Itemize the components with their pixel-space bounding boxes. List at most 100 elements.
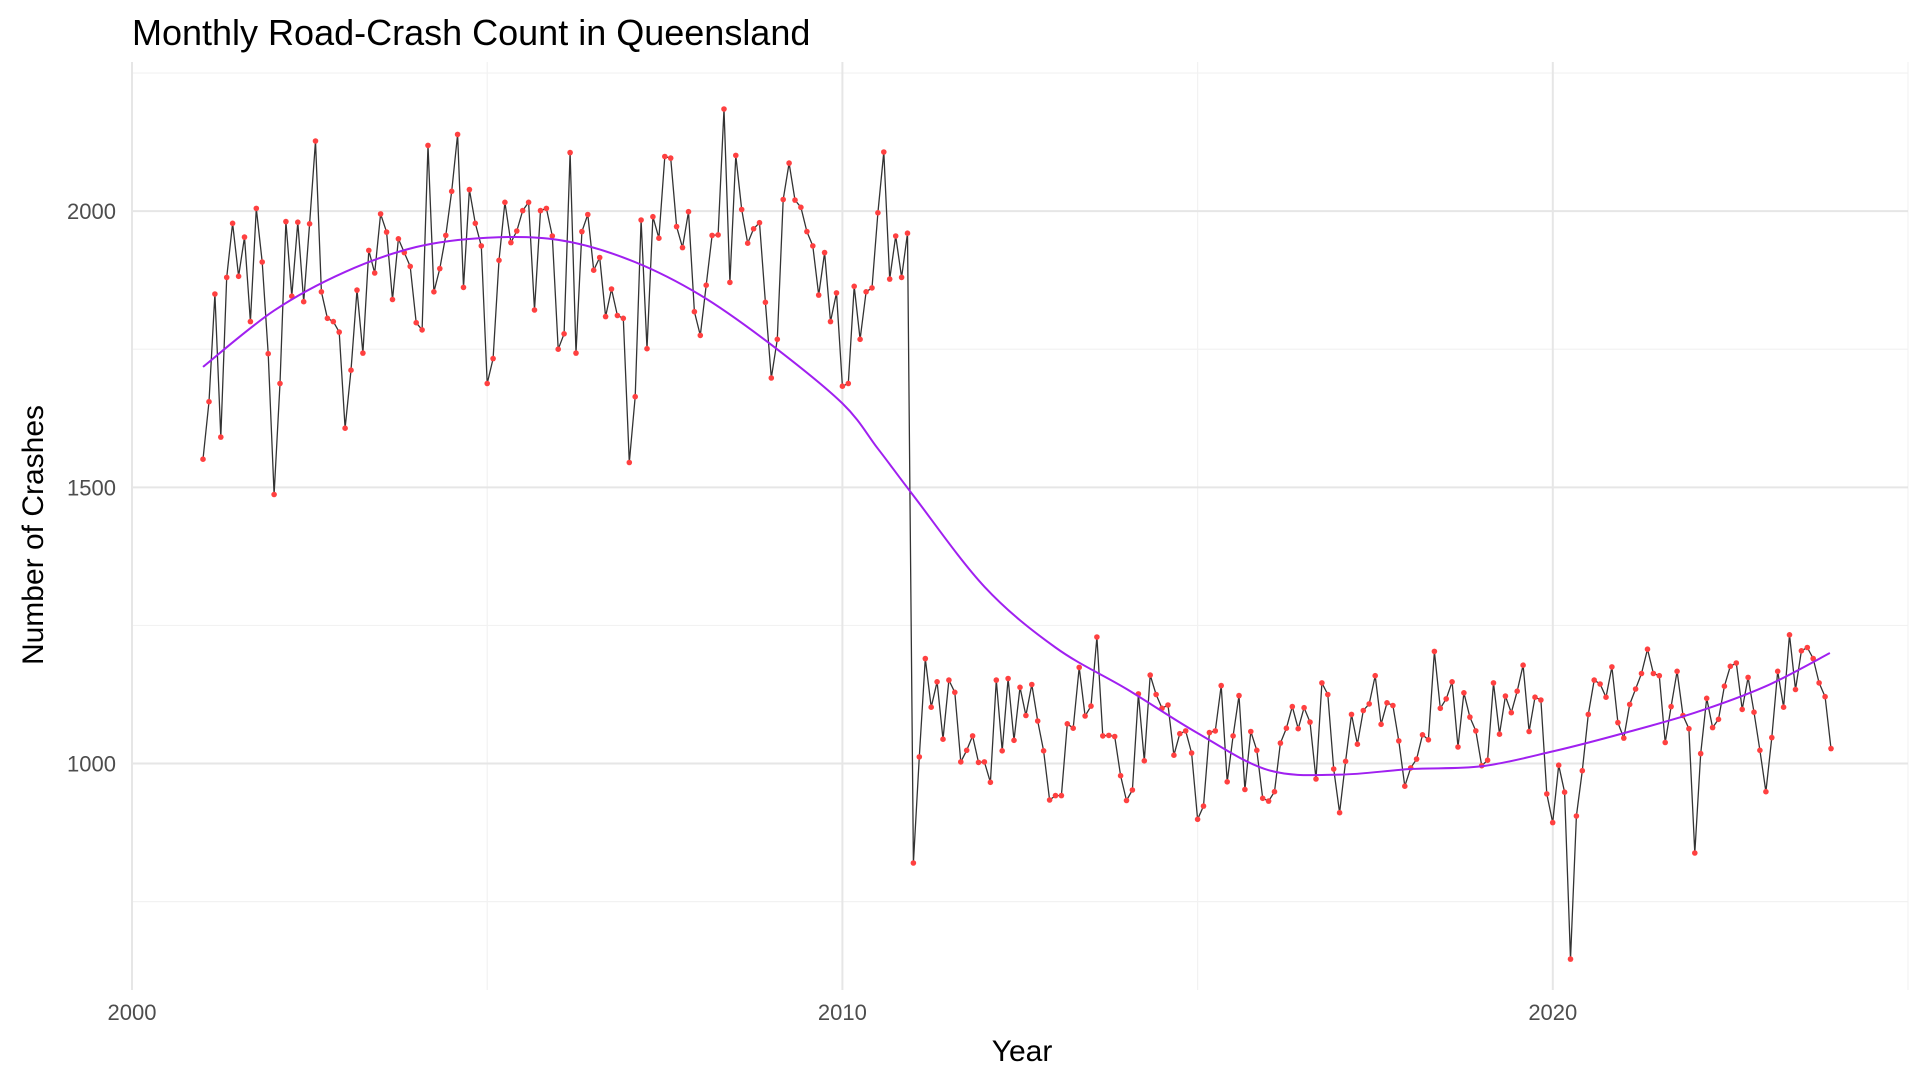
data-point-50 [496, 257, 502, 264]
data-point-103 [810, 243, 816, 249]
data-point-113 [869, 285, 875, 291]
data-point-32 [389, 296, 396, 303]
data-point-157 [1129, 787, 1136, 793]
data-point-221 [1508, 709, 1515, 716]
data-point-137 [1011, 737, 1017, 744]
data-point-178 [1254, 747, 1260, 754]
data-point-67 [596, 254, 603, 261]
data-point-55 [525, 199, 532, 206]
data-point-3 [218, 434, 224, 440]
data-point-47 [478, 243, 485, 249]
data-point-264 [1763, 788, 1769, 795]
data-point-82 [685, 208, 692, 215]
data-point-122 [922, 655, 929, 662]
y-tick-label-0: 1000 [67, 752, 116, 777]
data-point-118 [898, 274, 905, 281]
data-point-18 [306, 221, 313, 227]
data-point-209 [1437, 705, 1444, 712]
data-point-140 [1029, 681, 1035, 688]
data-point-274 [1822, 693, 1828, 700]
data-point-225 [1532, 694, 1538, 700]
data-point-105 [821, 249, 828, 256]
y-axis-title: Number of Crashes [17, 405, 50, 665]
data-point-25 [348, 367, 354, 374]
data-point-260 [1739, 706, 1745, 713]
data-point-92 [744, 240, 751, 246]
data-point-14 [283, 218, 289, 225]
data-point-198 [1372, 672, 1378, 679]
data-point-228 [1549, 819, 1556, 826]
data-point-56 [531, 307, 538, 313]
data-point-205 [1413, 756, 1420, 762]
data-point-6 [235, 273, 242, 280]
data-point-43 [454, 131, 461, 138]
data-point-0 [200, 456, 206, 463]
data-point-189 [1319, 680, 1325, 686]
data-point-180 [1265, 798, 1272, 804]
data-point-112 [863, 289, 869, 295]
data-point-70 [614, 312, 621, 319]
data-point-121 [916, 754, 923, 760]
data-point-217 [1484, 757, 1491, 763]
data-point-60 [555, 346, 561, 353]
data-point-170 [1206, 729, 1213, 736]
data-point-270 [1798, 648, 1805, 654]
data-point-220 [1502, 693, 1509, 699]
data-point-116 [886, 276, 893, 282]
data-point-35 [407, 263, 414, 270]
data-point-150 [1088, 703, 1094, 709]
data-point-61 [561, 331, 567, 337]
data-point-84 [697, 332, 704, 339]
data-point-244 [1644, 646, 1651, 652]
chart-title: Monthly Road-Crash Count in Queensland [132, 12, 810, 53]
data-point-114 [875, 210, 881, 216]
data-point-23 [336, 329, 343, 335]
data-point-171 [1212, 728, 1219, 734]
data-point-108 [839, 383, 846, 390]
data-point-275 [1828, 745, 1834, 752]
data-point-208 [1431, 648, 1438, 655]
data-point-62 [567, 149, 573, 156]
data-point-120 [910, 860, 917, 866]
minor-gridlines [132, 62, 1909, 990]
data-point-52 [508, 239, 514, 246]
data-point-182 [1277, 740, 1284, 746]
data-point-167 [1188, 750, 1195, 756]
data-point-49 [490, 355, 496, 362]
x-tick-labels: 2000 2010 2020 [108, 1000, 1578, 1025]
data-point-149 [1082, 713, 1088, 719]
observed-line [202, 108, 1832, 960]
data-point-235 [1591, 677, 1597, 683]
observed-points [200, 106, 1834, 962]
data-point-196 [1360, 707, 1367, 714]
data-point-214 [1467, 714, 1473, 720]
data-point-44 [460, 284, 467, 291]
data-point-141 [1034, 718, 1041, 724]
data-point-76 [650, 213, 656, 220]
data-point-156 [1123, 797, 1130, 804]
data-point-145 [1058, 792, 1065, 799]
data-point-109 [845, 380, 852, 387]
data-point-2 [212, 291, 218, 297]
data-point-9 [253, 205, 260, 212]
data-point-54 [519, 207, 526, 214]
data-point-87 [715, 232, 721, 238]
data-point-131 [975, 759, 982, 766]
x-axis-title: Year [992, 1035, 1053, 1068]
data-point-254 [1703, 695, 1710, 702]
data-point-186 [1301, 704, 1307, 711]
data-point-187 [1307, 719, 1313, 725]
data-point-267 [1780, 704, 1787, 710]
data-point-89 [727, 279, 733, 286]
data-point-192 [1336, 809, 1343, 816]
data-point-31 [383, 229, 390, 235]
data-point-38 [425, 142, 431, 149]
data-point-96 [768, 375, 775, 381]
data-point-74 [638, 217, 644, 223]
data-point-83 [691, 308, 698, 315]
data-point-51 [502, 199, 508, 206]
data-point-88 [721, 106, 727, 112]
data-point-194 [1348, 711, 1355, 718]
data-point-24 [342, 425, 348, 432]
data-point-93 [750, 226, 757, 232]
